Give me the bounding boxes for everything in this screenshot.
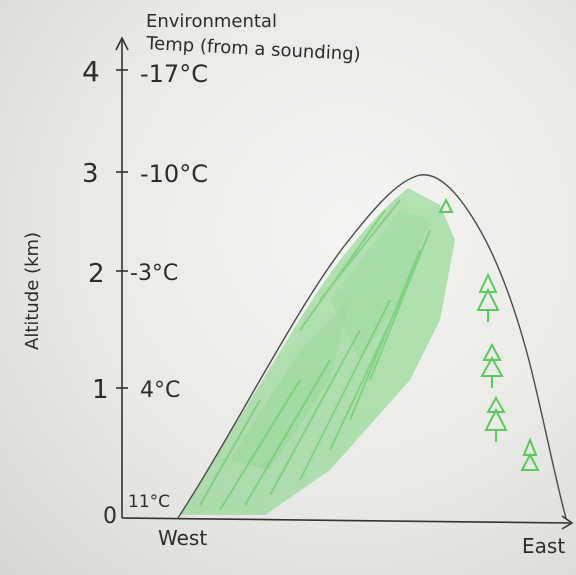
tree-icon — [438, 197, 454, 213]
ground-axis-arrow — [561, 515, 574, 530]
altitude-tick-label-2: 2 — [88, 259, 105, 289]
shading-strokes — [199, 199, 431, 511]
mountain-outline — [177, 174, 567, 519]
windward-shading — [180, 188, 455, 515]
altitude-axis-arrow — [115, 36, 129, 51]
temp-label-3km: -10°C — [140, 160, 208, 188]
leeward-trees — [438, 197, 540, 471]
env-temp-title-line1: Environmental — [146, 11, 277, 32]
altitude-tick-label-1: 1 — [92, 375, 109, 405]
temp-label-0km: 11°C — [128, 492, 170, 512]
tree-icon — [520, 437, 540, 471]
tree-icon — [484, 395, 508, 442]
temp-label-2km: -3°C — [130, 261, 178, 286]
ground-axis — [121, 517, 571, 524]
temp-label-4km: -17°C — [140, 60, 208, 88]
temp-label-1km: 4°C — [140, 378, 180, 403]
tree-icon — [480, 342, 504, 388]
altitude-tick-label-0: 0 — [103, 504, 117, 529]
west-label: West — [158, 526, 207, 550]
tree-icon — [476, 272, 500, 322]
y-axis-title: Altitude (km) — [22, 232, 43, 350]
altitude-tick-label-3: 3 — [82, 159, 99, 189]
altitude-tick-label-4: 4 — [82, 55, 100, 88]
east-label: East — [522, 534, 565, 558]
